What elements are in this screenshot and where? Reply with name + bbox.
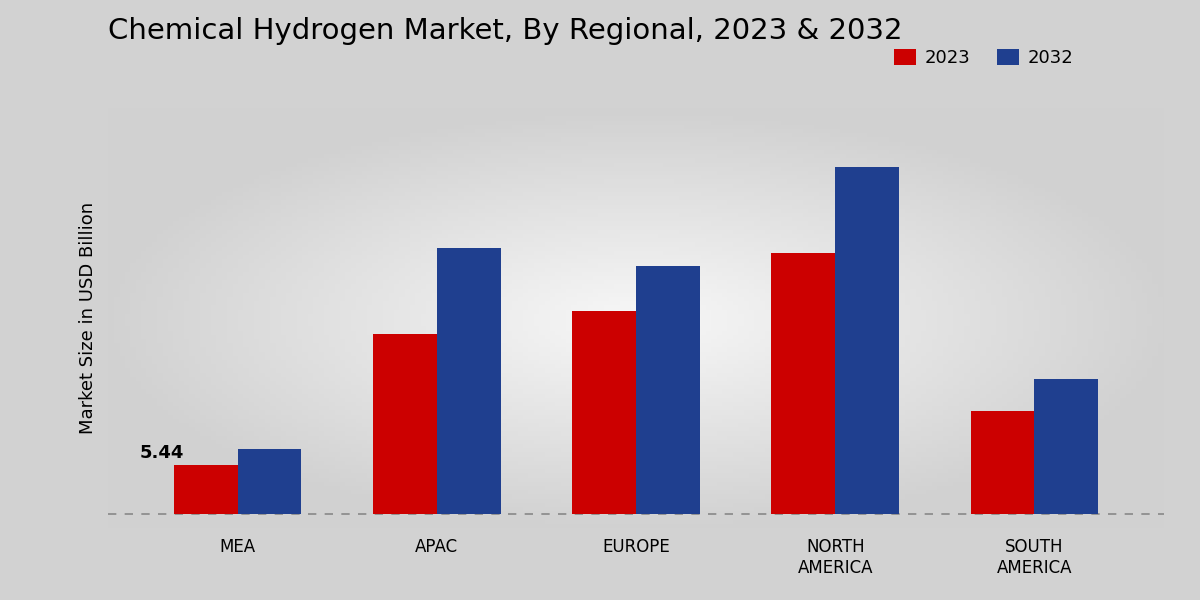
Bar bbox=[437, 248, 500, 514]
Y-axis label: Market Size in USD Billion: Market Size in USD Billion bbox=[79, 202, 97, 434]
Bar bbox=[174, 466, 238, 514]
Bar bbox=[373, 334, 437, 514]
Text: Chemical Hydrogen Market, By Regional, 2023 & 2032: Chemical Hydrogen Market, By Regional, 2… bbox=[108, 17, 902, 44]
Text: 5.44: 5.44 bbox=[139, 444, 184, 462]
Bar bbox=[238, 449, 301, 514]
Bar bbox=[835, 167, 899, 514]
Bar bbox=[572, 311, 636, 514]
Bar bbox=[971, 410, 1034, 514]
Bar bbox=[1034, 379, 1098, 514]
Bar bbox=[772, 253, 835, 514]
Legend: 2023, 2032: 2023, 2032 bbox=[887, 41, 1081, 74]
Bar bbox=[636, 266, 700, 514]
